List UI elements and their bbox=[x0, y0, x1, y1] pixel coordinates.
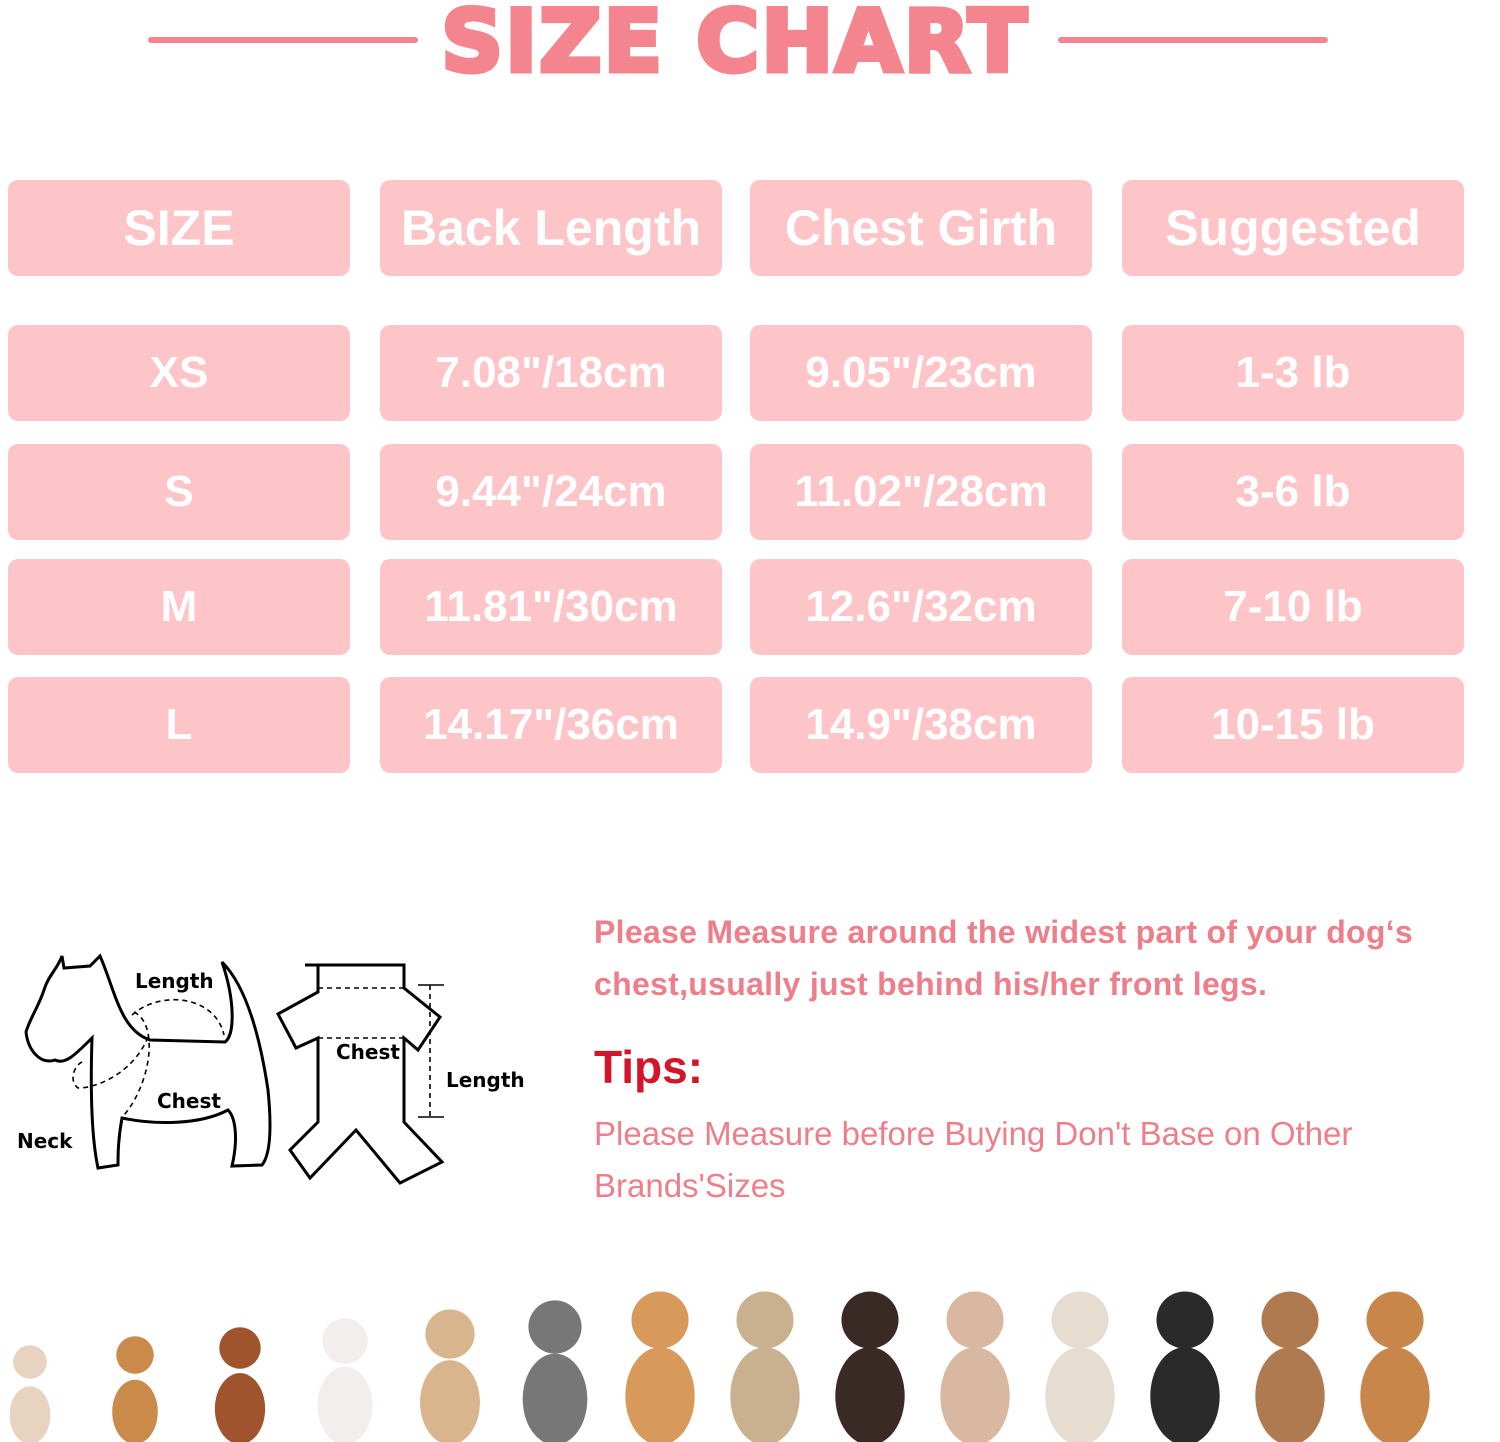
table-header-cell: SIZE bbox=[8, 180, 350, 276]
table-cell: 11.02"/28cm bbox=[750, 444, 1092, 540]
tips-body: Please Measure before Buying Don't Base … bbox=[594, 1115, 1353, 1204]
page-title: SIZE CHART bbox=[439, 0, 1030, 95]
table-cell: 7.08"/18cm bbox=[380, 325, 722, 421]
table-cell: 14.9"/38cm bbox=[750, 677, 1092, 773]
table-cell: S bbox=[8, 444, 350, 540]
dog-length-label: Length bbox=[135, 969, 214, 993]
table-cell: 7-10 lb bbox=[1122, 559, 1464, 655]
table-cell: 10-15 lb bbox=[1122, 677, 1464, 773]
dog-photo bbox=[522, 1300, 588, 1442]
table-cell: 9.05"/23cm bbox=[750, 325, 1092, 421]
measure-note: Please Measure around the widest part of… bbox=[594, 914, 1414, 1002]
dog-outline-icon bbox=[24, 953, 272, 1170]
dog-photo bbox=[1255, 1291, 1325, 1442]
table-cell: 3-6 lb bbox=[1122, 444, 1464, 540]
dog-neck-label: Neck bbox=[17, 1129, 73, 1153]
table-cell: 9.44"/24cm bbox=[380, 444, 722, 540]
dog-photo bbox=[625, 1291, 695, 1442]
dog-photo bbox=[214, 1327, 266, 1442]
dog-photo bbox=[9, 1345, 51, 1442]
tips-heading: Tips: bbox=[594, 1041, 704, 1093]
dog-chest-label: Chest bbox=[157, 1089, 221, 1113]
table-header-cell: Chest Girth bbox=[750, 180, 1092, 276]
dog-photo bbox=[730, 1291, 800, 1442]
table-header-cell: Back Length bbox=[380, 180, 722, 276]
title-rule-left bbox=[148, 37, 418, 43]
dog-photo bbox=[1360, 1291, 1430, 1442]
dog-photo bbox=[420, 1309, 480, 1442]
garment-chest-label: Chest bbox=[336, 1040, 400, 1064]
table-cell: 12.6"/32cm bbox=[750, 559, 1092, 655]
table-cell: XS bbox=[8, 325, 350, 421]
table-cell: 14.17"/36cm bbox=[380, 677, 722, 773]
dog-photo bbox=[1150, 1291, 1220, 1442]
garment-outline-icon bbox=[275, 963, 445, 1185]
dog-photo bbox=[112, 1336, 158, 1442]
table-cell: M bbox=[8, 559, 350, 655]
dog-photo bbox=[317, 1318, 373, 1442]
garment-length-label: Length bbox=[446, 1068, 525, 1092]
table-header-cell: Suggested bbox=[1122, 180, 1464, 276]
dog-photo bbox=[940, 1291, 1010, 1442]
table-cell: 1-3 lb bbox=[1122, 325, 1464, 421]
dog-photo bbox=[1045, 1291, 1115, 1442]
table-cell: L bbox=[8, 677, 350, 773]
title-rule-right bbox=[1058, 37, 1328, 43]
dog-photo bbox=[835, 1291, 905, 1442]
table-cell: 11.81"/30cm bbox=[380, 559, 722, 655]
measurement-diagram: Length Chest Neck Chest Length bbox=[17, 953, 525, 1185]
dog-photo-strip bbox=[9, 1291, 1430, 1442]
